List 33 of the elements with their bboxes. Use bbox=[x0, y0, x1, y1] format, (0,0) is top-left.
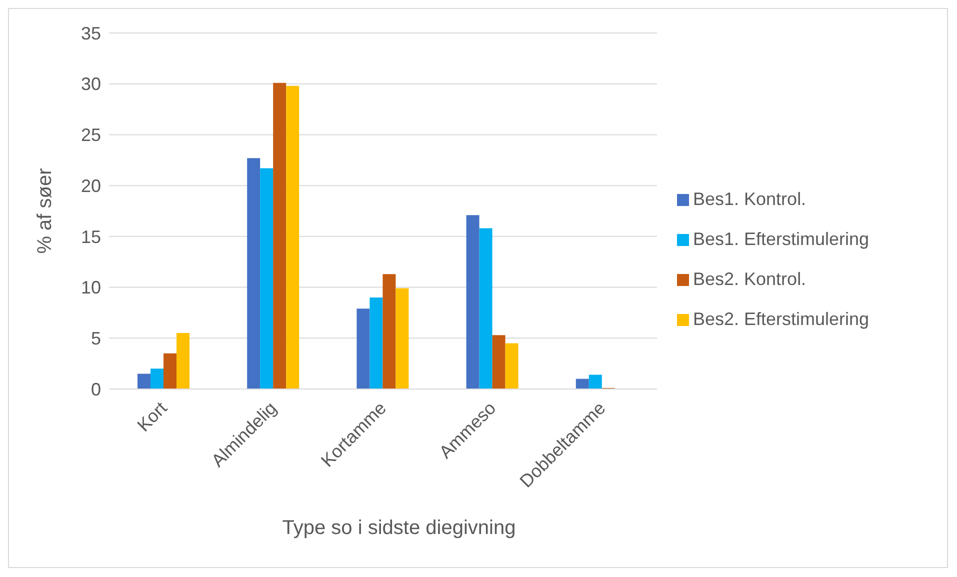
bar bbox=[247, 158, 260, 389]
legend-label: Bes1. Efterstimulering bbox=[693, 229, 870, 249]
bar bbox=[382, 274, 396, 389]
bar bbox=[150, 368, 164, 389]
y-axis-title: % af søer bbox=[34, 168, 56, 254]
bar bbox=[479, 228, 492, 389]
x-tick-label: Kort bbox=[133, 398, 171, 436]
y-tick-label: 15 bbox=[80, 226, 101, 247]
bar bbox=[260, 168, 274, 389]
y-tick-label: 0 bbox=[90, 379, 101, 400]
bar bbox=[576, 378, 589, 389]
bar bbox=[370, 297, 383, 389]
bar bbox=[163, 353, 176, 389]
bar bbox=[505, 343, 518, 389]
bar bbox=[286, 86, 300, 389]
bar bbox=[396, 288, 409, 389]
y-tick-label: 20 bbox=[80, 176, 101, 196]
y-tick-label: 25 bbox=[80, 125, 101, 146]
bar bbox=[273, 82, 286, 389]
legend-label: Bes2. Kontrol. bbox=[693, 269, 806, 289]
y-tick-label: 35 bbox=[80, 23, 101, 44]
bar bbox=[356, 308, 370, 389]
bar bbox=[176, 333, 190, 389]
legend-label: Bes1. Kontrol. bbox=[693, 189, 806, 209]
y-tick-label: 30 bbox=[80, 74, 101, 94]
y-tick-label: 5 bbox=[90, 328, 101, 349]
legend-label: Bes2. Efterstimulering bbox=[693, 309, 870, 329]
bar bbox=[492, 335, 506, 389]
x-axis-title: Type so i sidste diegivning bbox=[281, 517, 517, 540]
y-tick-label: 10 bbox=[80, 278, 101, 298]
bar bbox=[466, 215, 480, 389]
bar bbox=[137, 374, 150, 389]
bar bbox=[588, 374, 602, 389]
